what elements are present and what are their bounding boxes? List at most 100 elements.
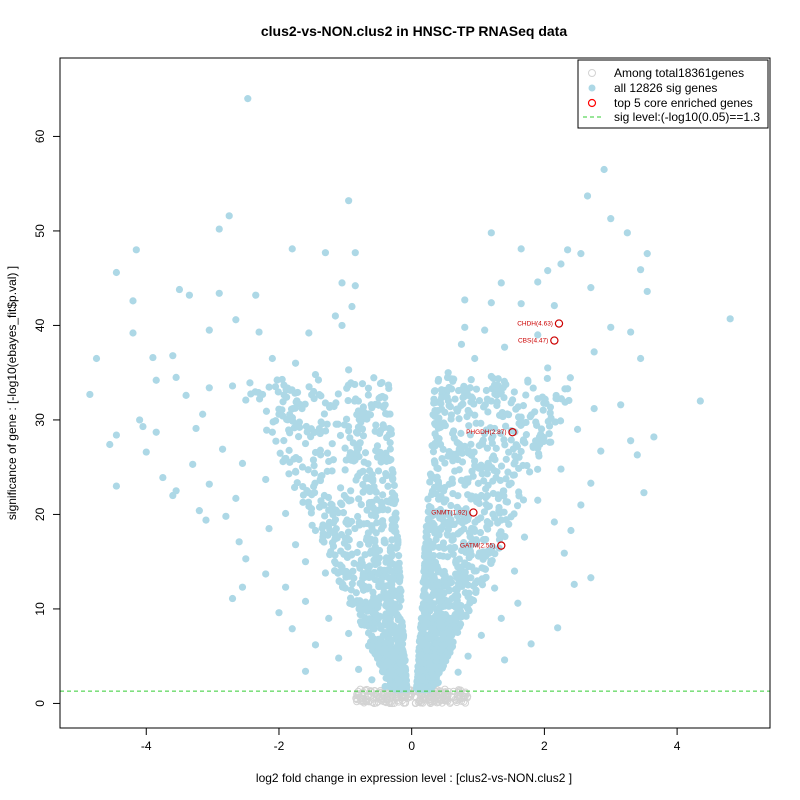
sig-gene-point [483, 492, 492, 500]
sig-gene-point [373, 602, 382, 610]
sig-gene-point [330, 402, 338, 411]
sig-gene-point [244, 95, 252, 103]
sig-gene-point [315, 391, 323, 399]
sig-gene-point [388, 522, 397, 530]
sig-gene-point [511, 458, 519, 466]
y-tick-label: 20 [33, 507, 47, 521]
sig-gene-point [355, 495, 363, 503]
sig-gene-point [149, 353, 157, 362]
sig-gene-point [334, 390, 342, 398]
sig-gene-point [393, 592, 402, 600]
sig-gene-point [305, 329, 313, 337]
sig-gene-point [424, 515, 433, 523]
sig-gene-point [544, 364, 552, 372]
sig-gene-point [304, 466, 312, 474]
sig-gene-point [534, 450, 543, 458]
sig-gene-point [394, 677, 403, 685]
sig-gene-point [360, 520, 368, 528]
sig-gene-point [573, 425, 582, 433]
sig-gene-point [86, 390, 94, 399]
sig-gene-point [356, 579, 364, 588]
sig-gene-point [263, 426, 271, 434]
sig-gene-point [447, 501, 455, 510]
sig-gene-point [386, 622, 394, 630]
sig-gene-point [341, 444, 349, 452]
sig-gene-point [344, 543, 352, 551]
sig-gene-point [420, 591, 428, 599]
sig-gene-point [696, 397, 704, 405]
sig-gene-point [365, 499, 374, 507]
sig-gene-point [431, 440, 439, 449]
sig-gene-point [418, 674, 426, 682]
sig-gene-point [338, 279, 346, 287]
sig-gene-point [496, 476, 505, 485]
sig-gene-point [319, 533, 327, 541]
sig-gene-point [182, 391, 190, 399]
sig-gene-point [275, 609, 283, 617]
sig-gene-point [467, 440, 475, 448]
sig-gene-point [385, 675, 393, 683]
sig-gene-point [222, 512, 230, 520]
sig-gene-point [218, 445, 227, 453]
sig-gene-point [311, 370, 320, 379]
sig-gene-point [152, 428, 160, 436]
sig-gene-point [597, 447, 605, 455]
legend-marker-all-genes [588, 69, 596, 77]
sig-gene-point [557, 395, 565, 403]
sig-gene-point [169, 352, 177, 360]
sig-gene-point [510, 567, 519, 575]
nonsig-gene-point [435, 698, 443, 706]
sig-gene-point [534, 278, 542, 286]
sig-gene-point [364, 460, 372, 468]
sig-gene-point [427, 634, 435, 642]
sig-gene-point [519, 496, 528, 504]
sig-gene-point [447, 415, 455, 423]
sig-gene-point [449, 489, 457, 498]
sig-gene-point [448, 479, 457, 487]
sig-gene-point [344, 396, 352, 405]
sig-gene-point [510, 471, 518, 479]
nonsig-gene-point [367, 687, 376, 696]
sig-gene-point [305, 489, 313, 497]
sig-gene-point [493, 401, 501, 410]
sig-gene-point [365, 466, 374, 475]
sig-gene-point [452, 450, 460, 458]
sig-gene-point [368, 522, 376, 530]
sig-gene-point [390, 481, 398, 490]
sig-gene-point [458, 518, 466, 526]
sig-gene-point [129, 329, 137, 337]
sig-gene-point [453, 407, 461, 415]
nonsig-gene-point [411, 699, 420, 708]
sig-gene-point [490, 466, 498, 475]
y-tick-label: 60 [33, 129, 47, 143]
sig-gene-point [557, 260, 565, 268]
sig-gene-point [282, 509, 290, 518]
sig-gene-point [474, 516, 482, 524]
sig-gene-point [290, 483, 299, 491]
sig-gene-point [517, 447, 525, 456]
sig-gene-point [324, 493, 333, 502]
sig-gene-point [453, 573, 461, 582]
sig-gene-point [500, 377, 508, 386]
sig-gene-point [310, 394, 318, 403]
sig-gene-point [546, 403, 554, 411]
sig-gene-point [370, 556, 378, 564]
sig-gene-point [483, 523, 491, 531]
sig-gene-point [309, 456, 318, 464]
sig-gene-point [386, 544, 394, 553]
sig-gene-point [418, 614, 426, 622]
sig-gene-point [464, 561, 472, 570]
sig-gene-point [112, 268, 121, 277]
sig-gene-point [375, 394, 383, 402]
sig-gene-point [399, 647, 407, 655]
sig-gene-point [310, 482, 318, 491]
sig-gene-point [372, 421, 380, 429]
sig-gene-point [247, 390, 255, 398]
sig-gene-point [325, 457, 333, 466]
top-gene-label: GATM(2.55) [460, 543, 495, 550]
sig-gene-point [341, 584, 349, 592]
sig-gene-point [424, 558, 432, 566]
sig-gene-point [466, 431, 475, 439]
sig-gene-point [495, 531, 503, 539]
y-tick-label: 50 [33, 224, 47, 238]
